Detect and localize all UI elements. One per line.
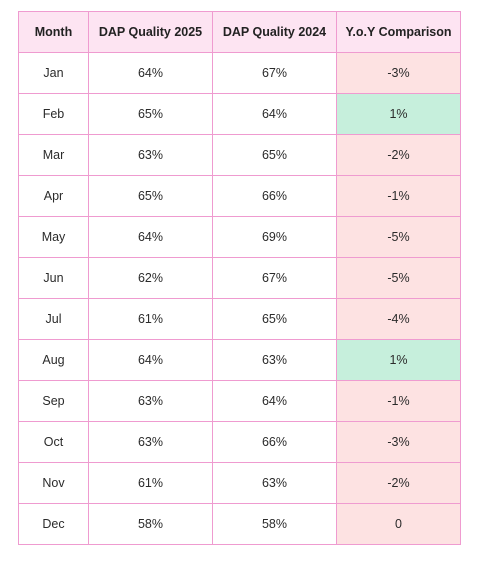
dap-quality-table: Month DAP Quality 2025 DAP Quality 2024 … (18, 11, 461, 545)
dap-quality-2025-cell: 62% (88, 257, 213, 299)
dap-quality-2025-cell: 63% (88, 421, 213, 463)
month-cell: Mar (18, 134, 89, 176)
dap-quality-2025-cell: 61% (88, 462, 213, 504)
table-row: May 64% 69% -5% (18, 216, 461, 258)
dap-quality-2024-cell: 65% (212, 134, 337, 176)
yoy-comparison-cell: -2% (336, 462, 461, 504)
dap-quality-2024-cell: 66% (212, 421, 337, 463)
yoy-comparison-cell: -3% (336, 52, 461, 94)
header-dap-quality-2024: DAP Quality 2024 (212, 11, 337, 53)
table-row: Feb 65% 64% 1% (18, 93, 461, 135)
yoy-comparison-cell: 1% (336, 93, 461, 135)
month-cell: Dec (18, 503, 89, 545)
dap-quality-2025-cell: 64% (88, 339, 213, 381)
table-row: Jan 64% 67% -3% (18, 52, 461, 94)
dap-quality-2024-cell: 63% (212, 339, 337, 381)
month-cell: Jun (18, 257, 89, 299)
dap-quality-2024-cell: 67% (212, 257, 337, 299)
dap-quality-2025-cell: 65% (88, 175, 213, 217)
yoy-comparison-cell: -5% (336, 216, 461, 258)
yoy-comparison-cell: -3% (336, 421, 461, 463)
table-header: Month DAP Quality 2025 DAP Quality 2024 … (18, 11, 461, 53)
dap-quality-2024-cell: 64% (212, 380, 337, 422)
dap-quality-2024-cell: 65% (212, 298, 337, 340)
yoy-comparison-cell: -1% (336, 380, 461, 422)
header-dap-quality-2025: DAP Quality 2025 (88, 11, 213, 53)
yoy-comparison-cell: -1% (336, 175, 461, 217)
yoy-comparison-cell: -4% (336, 298, 461, 340)
month-cell: Nov (18, 462, 89, 504)
table-row: Aug 64% 63% 1% (18, 339, 461, 381)
month-cell: Jul (18, 298, 89, 340)
yoy-comparison-cell: 0 (336, 503, 461, 545)
dap-quality-2024-cell: 66% (212, 175, 337, 217)
dap-quality-2025-cell: 63% (88, 380, 213, 422)
table-row: Jun 62% 67% -5% (18, 257, 461, 299)
month-cell: Feb (18, 93, 89, 135)
yoy-comparison-cell: -5% (336, 257, 461, 299)
table-row: Apr 65% 66% -1% (18, 175, 461, 217)
header-month: Month (18, 11, 89, 53)
table-row: Jul 61% 65% -4% (18, 298, 461, 340)
yoy-comparison-cell: 1% (336, 339, 461, 381)
yoy-comparison-cell: -2% (336, 134, 461, 176)
table-row: Oct 63% 66% -3% (18, 421, 461, 463)
dap-quality-2024-cell: 67% (212, 52, 337, 94)
header-yoy-comparison: Y.o.Y Comparison (336, 11, 461, 53)
dap-quality-2024-cell: 58% (212, 503, 337, 545)
table-row: Nov 61% 63% -2% (18, 462, 461, 504)
dap-quality-2024-cell: 64% (212, 93, 337, 135)
table-row: Sep 63% 64% -1% (18, 380, 461, 422)
dap-quality-2025-cell: 65% (88, 93, 213, 135)
dap-quality-2025-cell: 58% (88, 503, 213, 545)
month-cell: Oct (18, 421, 89, 463)
header-row: Month DAP Quality 2025 DAP Quality 2024 … (18, 11, 461, 53)
dap-quality-2024-cell: 63% (212, 462, 337, 504)
dap-quality-2024-cell: 69% (212, 216, 337, 258)
table-row: Mar 63% 65% -2% (18, 134, 461, 176)
month-cell: Jan (18, 52, 89, 94)
table-container: Month DAP Quality 2025 DAP Quality 2024 … (18, 11, 461, 545)
month-cell: Sep (18, 380, 89, 422)
dap-quality-2025-cell: 64% (88, 52, 213, 94)
dap-quality-2025-cell: 64% (88, 216, 213, 258)
month-cell: May (18, 216, 89, 258)
table-row: Dec 58% 58% 0 (18, 503, 461, 545)
dap-quality-2025-cell: 63% (88, 134, 213, 176)
month-cell: Aug (18, 339, 89, 381)
table-body: Jan 64% 67% -3% Feb 65% 64% 1% Mar 63% 65% -2% Apr 65… (18, 52, 461, 545)
month-cell: Apr (18, 175, 89, 217)
dap-quality-2025-cell: 61% (88, 298, 213, 340)
